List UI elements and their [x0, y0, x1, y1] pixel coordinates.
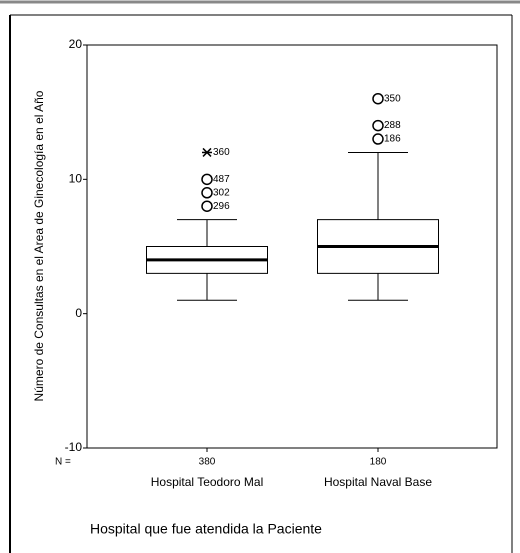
n-value: 380 [199, 457, 216, 468]
y-tick-label: 10 [69, 172, 83, 186]
x-tick-label: Hospital Naval Base [324, 475, 432, 489]
outlier-label: 296 [213, 201, 230, 212]
y-tick-label: 0 [75, 306, 82, 320]
plot-frame [86, 44, 498, 449]
outlier-label: 186 [384, 134, 401, 145]
outlier-label: 360 [213, 147, 230, 158]
outlier-label: 487 [213, 174, 230, 185]
y-axis-title: Número de Consultas en el Area de Gineco… [32, 90, 46, 401]
outlier [201, 187, 213, 199]
outlier-label: 288 [384, 120, 401, 131]
outlier-label: 350 [384, 93, 401, 104]
outlier-star [202, 147, 212, 157]
outlier [372, 133, 384, 145]
n-value: 180 [370, 457, 387, 468]
y-tick-label: -10 [65, 440, 83, 454]
outlier [372, 92, 384, 105]
x-axis-title: Hospital que fue atendida la Paciente [90, 521, 322, 537]
n-label: N = [55, 457, 71, 468]
outlier-label: 302 [213, 187, 230, 198]
outlier [372, 119, 384, 132]
y-tick-label: 20 [69, 37, 83, 51]
outlier [201, 200, 213, 212]
outlier [201, 173, 213, 186]
x-tick-label: Hospital Teodoro Mal [151, 475, 264, 489]
